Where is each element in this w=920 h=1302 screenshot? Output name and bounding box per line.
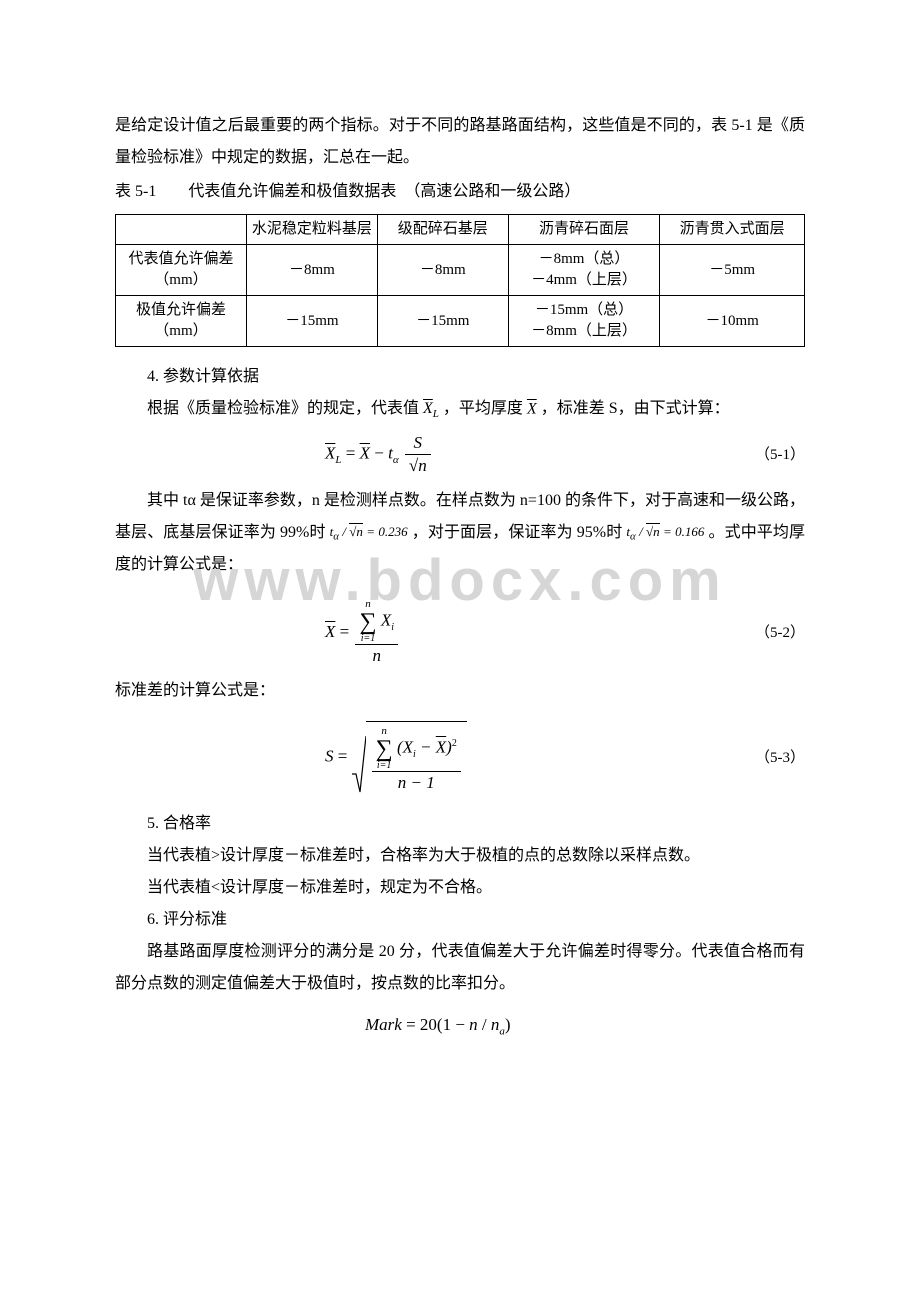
- row1-c4: －5mm: [660, 245, 805, 296]
- row2-c3: －15mm（总） －8mm（上层）: [508, 296, 660, 347]
- table-row: 极值允许偏差（mm） －15mm －15mm －15mm（总） －8mm（上层）…: [116, 296, 805, 347]
- equation-5-1: XL = X − tα S √n （5-1）: [115, 433, 805, 476]
- row1-c3b: －4mm（上层）: [531, 272, 637, 288]
- section6-p1: 路基路面厚度检测评分的满分是 20 分，代表值偏差大于允许偏差时得零分。代表值合…: [115, 936, 805, 1000]
- s4p1-c: ，平均厚度: [443, 400, 527, 417]
- row1-c3a: －8mm（总）: [539, 251, 630, 267]
- s4p1-a: 根据《质量检验标准》的规定，代表值: [147, 400, 423, 417]
- table-title: 表 5-1 代表值允许偏差和极值数据表 （高速公路和一级公路）: [115, 176, 805, 208]
- equation-5-2: X = n ∑ i=1 Xi n （5-2）: [115, 599, 805, 667]
- inline-eq-1: tα / √n = 0.236: [330, 524, 408, 539]
- row2-c4: －10mm: [660, 296, 805, 347]
- section5-title: 5. 合格率: [115, 808, 805, 840]
- row1-c3: －8mm（总） －4mm（上层）: [508, 245, 660, 296]
- eq2-number: （5-2）: [705, 618, 805, 648]
- xbar-sym: X: [527, 400, 537, 417]
- row2-c2: －15mm: [377, 296, 508, 347]
- th-col4: 沥青贯入式面层: [660, 215, 805, 245]
- section5-p1: 当代表植>设计厚度－标准差时，合格率为大于极植的点的总数除以采样点数。: [115, 840, 805, 872]
- table-row: 代表值允许偏差（mm） －8mm －8mm －8mm（总） －4mm（上层） －…: [116, 245, 805, 296]
- section4-p3: 标准差的计算公式是：: [115, 675, 805, 707]
- equation-5-3: S = n ∑ i=1: [115, 721, 805, 794]
- row1-c1: －8mm: [246, 245, 377, 296]
- eq1-number: （5-1）: [705, 440, 805, 470]
- deviation-table: 水泥稳定粒料基层 级配碎石基层 沥青碎石面层 沥青贯入式面层 代表值允许偏差（m…: [115, 214, 805, 347]
- row2-c3b: －8mm（上层）: [531, 323, 637, 339]
- section4-title: 4. 参数计算依据: [115, 361, 805, 393]
- s4p1-e: ，标准差 S，由下式计算：: [541, 400, 730, 417]
- th-blank: [116, 215, 247, 245]
- intro-paragraph: 是给定设计值之后最重要的两个指标。对于不同的路基路面结构，这些值是不同的，表 5…: [115, 110, 805, 174]
- row1-c2: －8mm: [377, 245, 508, 296]
- th-col1: 水泥稳定粒料基层: [246, 215, 377, 245]
- section4-p1: 根据《质量检验标准》的规定，代表值 XL ，平均厚度 X ，标准差 S，由下式计…: [115, 393, 805, 425]
- xbar-l-sym: X: [423, 400, 433, 417]
- inline-eq-2: tα / √n = 0.166: [626, 524, 704, 539]
- row1-label: 代表值允许偏差（mm）: [116, 245, 247, 296]
- s4p2-b: ，对于面层，保证率为 95%时: [412, 524, 623, 541]
- section5-p2: 当代表植<设计厚度－标准差时，规定为不合格。: [115, 872, 805, 904]
- eq3-number: （5-3）: [705, 743, 805, 773]
- table-header-row: 水泥稳定粒料基层 级配碎石基层 沥青碎石面层 沥青贯入式面层: [116, 215, 805, 245]
- row2-c1: －15mm: [246, 296, 377, 347]
- equation-mark: Mark = 20(1 − n / na): [115, 1008, 805, 1042]
- section6-title: 6. 评分标准: [115, 904, 805, 936]
- row2-label: 极值允许偏差（mm）: [116, 296, 247, 347]
- th-col2: 级配碎石基层: [377, 215, 508, 245]
- row2-c3a: －15mm（总）: [535, 302, 633, 318]
- th-col3: 沥青碎石面层: [508, 215, 660, 245]
- section4-p2: 其中 tα 是保证率参数，n 是检测样点数。在样点数为 n=100 的条件下，对…: [115, 485, 805, 581]
